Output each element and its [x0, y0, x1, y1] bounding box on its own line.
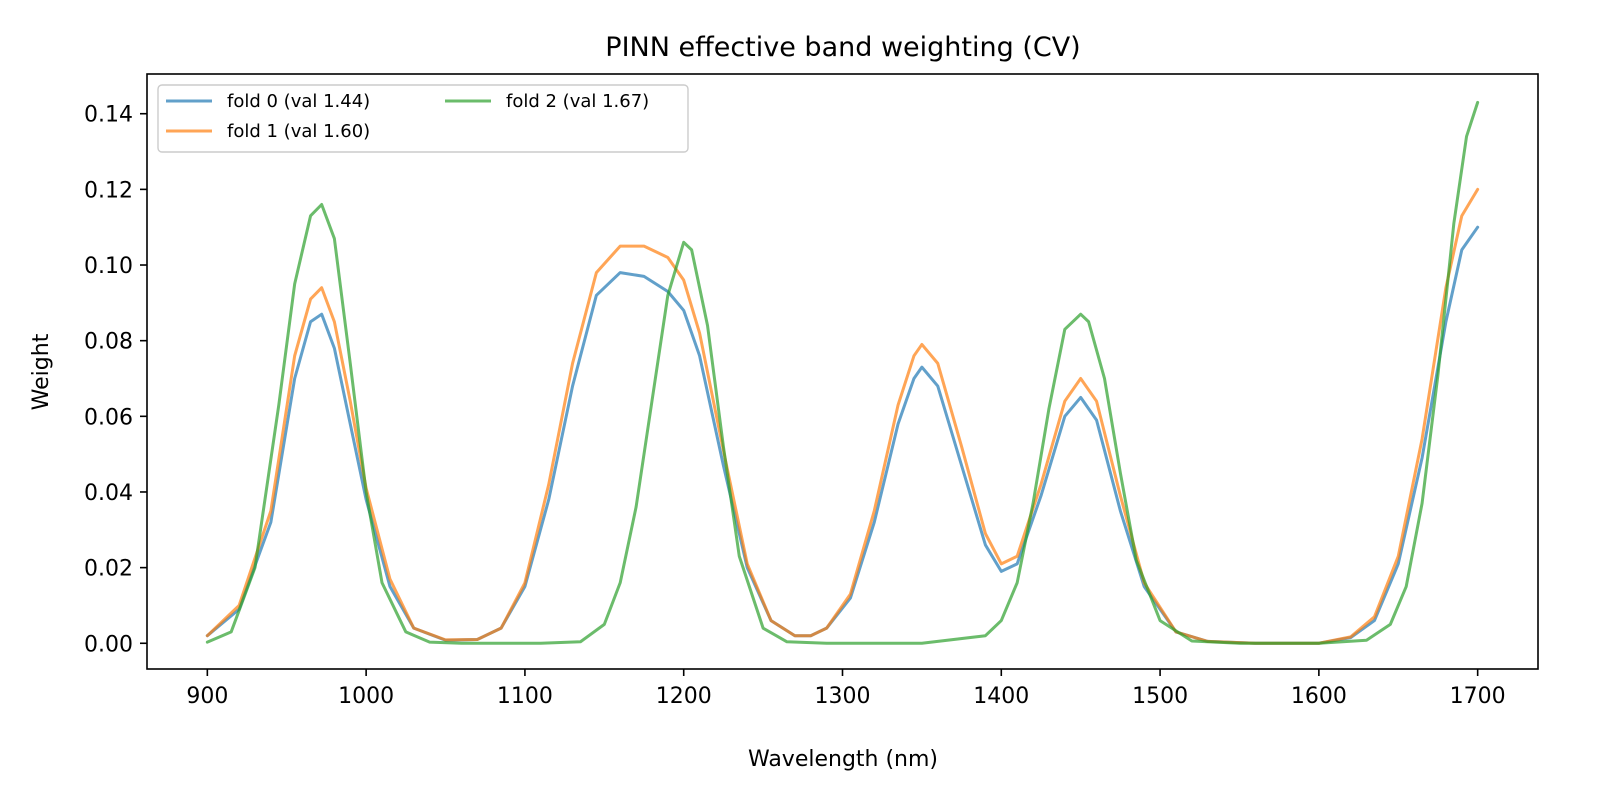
y-tick-label: 0.06 — [84, 405, 133, 430]
y-axis: 0.00 0.02 0.04 0.06 0.08 0.10 0.12 0.14 — [84, 103, 147, 657]
legend-label-fold-0: fold 0 (val 1.44) — [227, 91, 370, 112]
x-tick-label: 1400 — [973, 684, 1029, 709]
legend-box — [157, 84, 689, 153]
y-axis-label: Weight — [29, 333, 54, 410]
y-tick-label: 0.04 — [84, 481, 133, 506]
x-axis-label: Wavelength (nm) — [748, 747, 938, 772]
x-tick-label: 900 — [186, 684, 228, 709]
x-tick-label: 1600 — [1291, 684, 1347, 709]
x-tick-label: 1100 — [497, 684, 553, 709]
x-tick-label: 1200 — [656, 684, 712, 709]
y-tick-label: 0.14 — [84, 103, 133, 128]
legend: fold 0 (val 1.44) fold 1 (val 1.60) fold 2… — [157, 84, 689, 153]
x-tick-label: 1300 — [815, 684, 871, 709]
x-tick-label: 1500 — [1132, 684, 1188, 709]
legend-label-fold-2: fold 2 (val 1.67) — [506, 91, 649, 112]
chart-title: PINN effective band weighting (CV) — [605, 32, 1080, 63]
plot-background — [147, 74, 1538, 669]
y-tick-label: 0.02 — [84, 557, 133, 582]
series-line-fold-1 — [205, 187, 1480, 645]
y-tick-label: 0.10 — [84, 254, 133, 279]
plot-area — [146, 73, 1539, 670]
x-tick-label: 1000 — [338, 684, 394, 709]
x-axis: 900 1000 1100 1200 1300 1400 1500 1600 1700 — [186, 669, 1506, 709]
legend-label-fold-1: fold 1 (val 1.60) — [227, 121, 370, 142]
x-tick-label: 1700 — [1450, 684, 1506, 709]
y-tick-label: 0.08 — [84, 330, 133, 355]
series-line-fold-2 — [205, 100, 1480, 645]
y-tick-label: 0.12 — [84, 178, 133, 203]
y-tick-label: 0.00 — [84, 632, 133, 657]
